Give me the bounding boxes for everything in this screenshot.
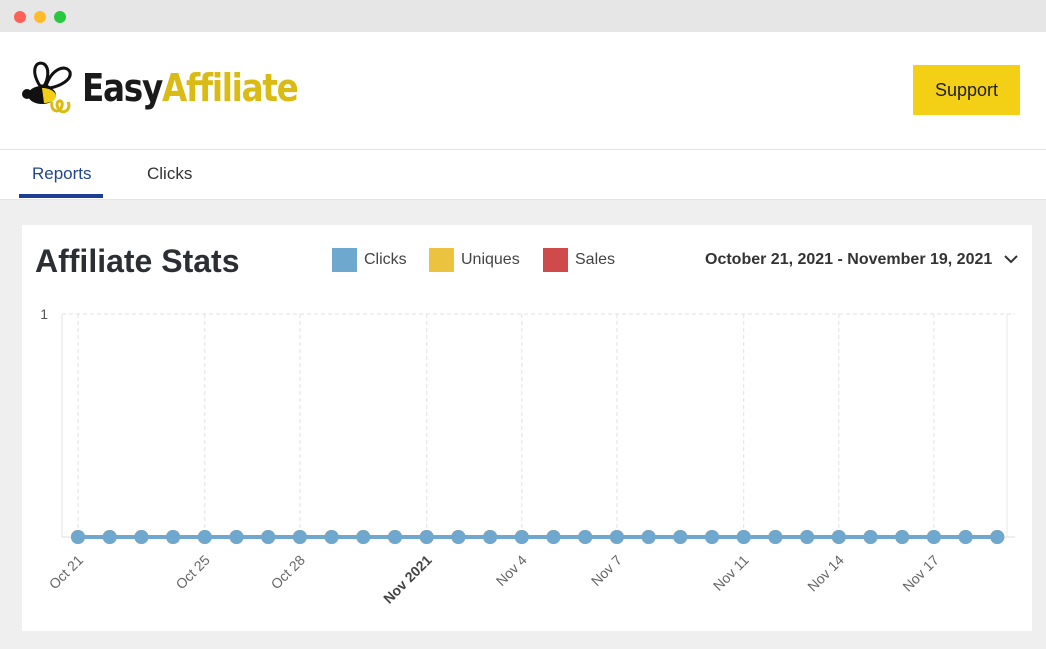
data-point-clicks <box>578 530 593 544</box>
data-point-clicks <box>451 530 466 544</box>
maximize-window-button[interactable] <box>54 11 66 23</box>
data-point-clicks <box>768 530 783 544</box>
data-point-clicks <box>197 530 212 544</box>
logo-text-easy: Easy <box>82 66 163 110</box>
data-point-clicks <box>546 530 561 544</box>
legend-label-uniques: Uniques <box>461 251 520 268</box>
data-point-clicks <box>388 530 402 544</box>
affiliate-stats-card: Affiliate Stats Clicks Uniques Sales Oct… <box>22 225 1032 631</box>
tab-reports[interactable]: Reports <box>32 164 92 183</box>
minimize-window-button[interactable] <box>34 11 46 23</box>
legend-swatch-sales <box>543 248 568 272</box>
card-title: Affiliate Stats <box>35 243 240 279</box>
data-point-clicks <box>863 530 878 544</box>
data-point-clicks <box>134 530 149 544</box>
x-tick-label: Oct 28 <box>268 552 309 593</box>
data-point-clicks <box>261 530 276 544</box>
bee-icon <box>20 58 76 118</box>
data-point-clicks <box>609 530 624 544</box>
data-point-clicks <box>229 530 244 544</box>
data-point-clicks <box>673 530 688 544</box>
data-point-clicks <box>641 530 656 544</box>
x-tick-label: Nov 4 <box>493 552 530 589</box>
data-point-clicks <box>102 530 117 544</box>
close-window-button[interactable] <box>14 11 26 23</box>
data-point-clicks <box>958 530 973 544</box>
page-header: EasyAffiliate Support <box>0 32 1046 150</box>
data-point-clicks <box>990 530 1005 544</box>
y-tick-label: 1 <box>40 306 48 322</box>
tab-bar: Reports Clicks <box>0 150 1046 200</box>
active-tab-indicator <box>19 194 103 198</box>
data-point-clicks <box>356 530 371 544</box>
legend-item-uniques[interactable]: Uniques <box>429 248 520 272</box>
x-tick-label: Nov 17 <box>899 552 942 595</box>
chevron-down-icon <box>1004 251 1018 269</box>
data-point-clicks <box>166 530 181 544</box>
x-tick-label: Nov 7 <box>588 552 625 589</box>
logo[interactable]: EasyAffiliate <box>20 56 333 120</box>
logo-text-affiliate: Affiliate <box>161 66 299 110</box>
x-tick-label: Oct 21 <box>46 552 87 593</box>
date-range-text: October 21, 2021 - November 19, 2021 <box>705 251 993 268</box>
logo-text: EasyAffiliate <box>82 66 299 110</box>
data-point-clicks <box>324 530 339 544</box>
data-point-clicks <box>736 530 751 544</box>
legend-swatch-uniques <box>429 248 454 272</box>
data-point-clicks <box>483 530 498 544</box>
x-tick-label: Nov 11 <box>710 552 752 594</box>
data-point-clicks <box>926 530 941 544</box>
affiliate-stats-chart: 1 Oct 21 Oct 25 Oct 28 Nov 2021 Nov 4 Nov 7 Nov… <box>40 306 1015 607</box>
data-point-clicks <box>831 530 846 544</box>
data-point-clicks <box>514 530 529 544</box>
legend-item-clicks[interactable]: Clicks <box>332 248 407 272</box>
legend-item-sales[interactable]: Sales <box>543 248 615 272</box>
window-titlebar <box>0 0 1046 32</box>
support-button[interactable]: Support <box>913 65 1020 115</box>
legend-label-clicks: Clicks <box>364 251 407 268</box>
x-tick-label: Nov 14 <box>804 552 847 595</box>
data-point-clicks <box>292 530 307 544</box>
legend-swatch-clicks <box>332 248 357 272</box>
data-point-clicks <box>71 530 85 544</box>
data-point-clicks <box>800 530 815 544</box>
tab-clicks[interactable]: Clicks <box>147 164 193 183</box>
data-point-clicks <box>895 530 910 544</box>
x-tick-label: Nov 2021 <box>380 552 435 607</box>
x-tick-label: Oct 25 <box>172 552 213 593</box>
data-point-clicks <box>419 530 434 544</box>
legend-label-sales: Sales <box>575 251 616 268</box>
date-range-picker[interactable]: October 21, 2021 - November 19, 2021 <box>705 251 1018 269</box>
data-point-clicks <box>705 530 719 544</box>
